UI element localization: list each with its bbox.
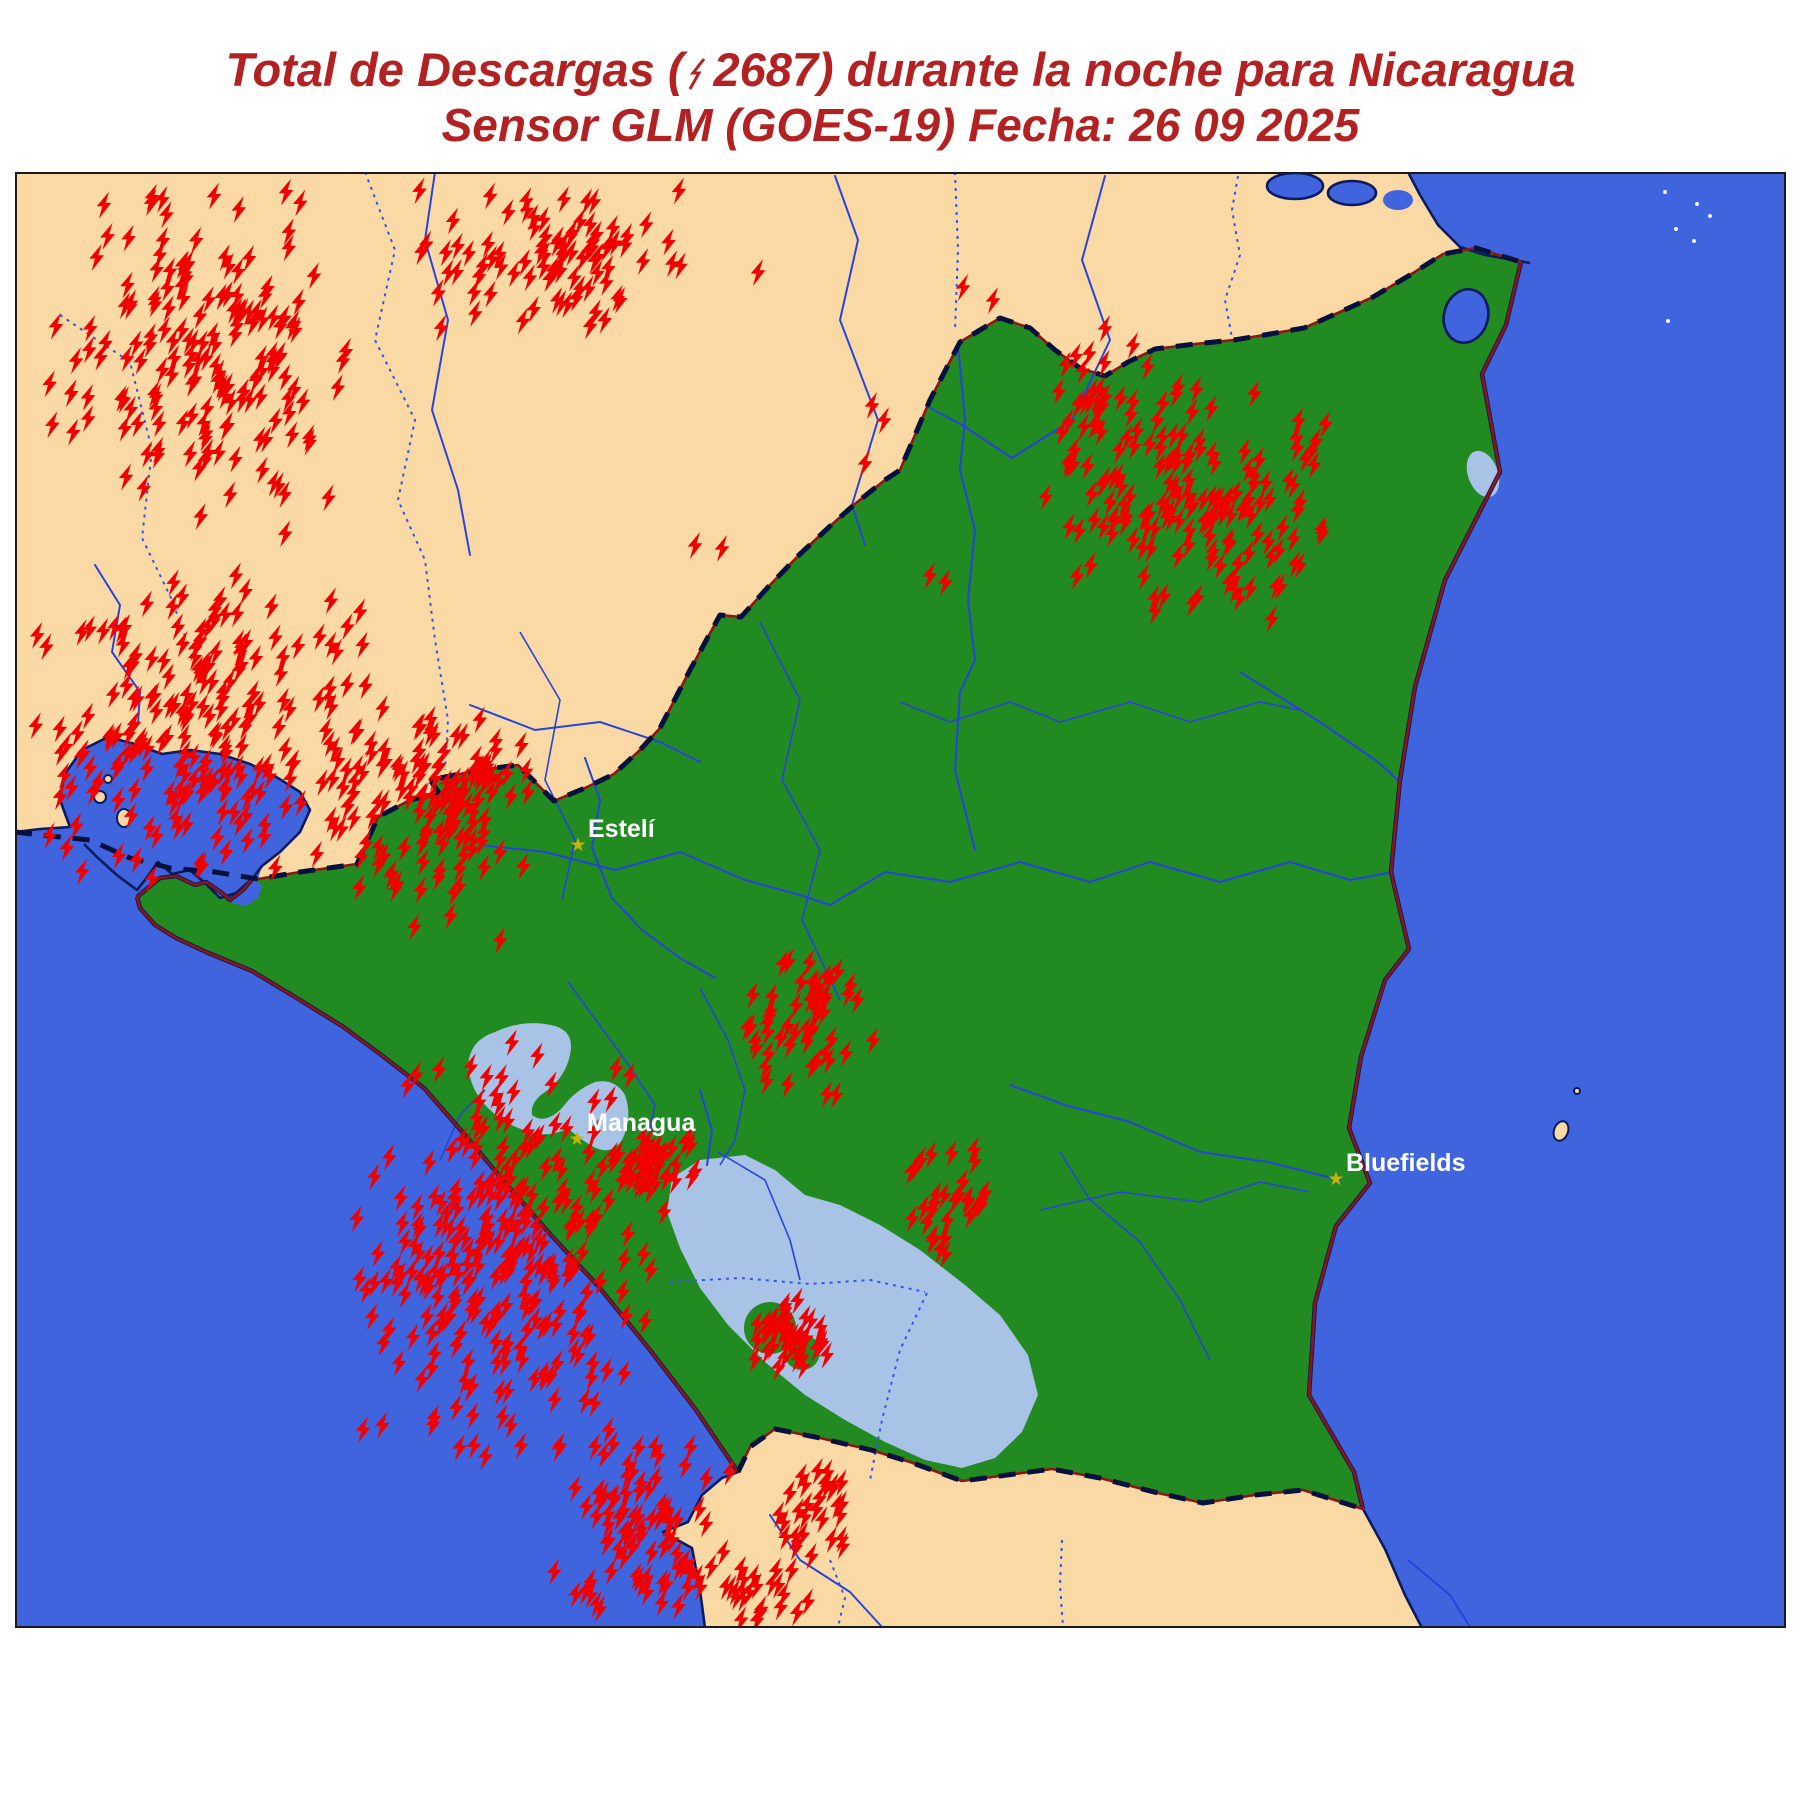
city-marker-bluefields: ★Bluefields [1327,1149,1465,1190]
city-marker-estelí: ★Estelí [569,815,655,856]
cape-bay [1443,289,1489,343]
city-label: Managua [587,1109,696,1137]
city-marker-managua: ★Managua [568,1109,696,1150]
border-nicaragua-honduras [15,245,1522,882]
lightning-bolt-icon [689,58,706,90]
admin-boundaries-layer [59,172,1241,1628]
lagoon-2 [1328,181,1376,205]
corn-islands [1552,1087,1581,1142]
title-line-2: Sensor GLM (GOES-19) Fecha: 26 09 2025 [441,99,1360,152]
lagoon-3 [1383,190,1413,210]
title-text-pre: Total de Descargas ( [225,43,684,96]
map-frame [15,172,1786,1628]
city-star-icon: ★ [568,1128,585,1150]
map-title: Total de Descargas ( 2687) durante la noc… [15,42,1786,154]
title-text-post: ) durante la noche para Nicaragua [818,43,1576,96]
caribbean-cays [1663,190,1712,323]
city-label: Estelí [588,815,656,843]
city-star-icon: ★ [1327,1168,1344,1190]
title-line-1: Total de Descargas ( 2687) durante la noc… [15,42,1786,98]
department-boundaries-layer [439,621,1311,1361]
costa-rica-landmass [663,1429,1422,1628]
city-label: Bluefields [1346,1149,1465,1177]
lake-nicaragua [667,1155,1038,1468]
caratasca-lagoon [1267,173,1323,199]
title-discharge-count: 2687 [713,43,819,96]
nicaragua-lightning-map: ★Estelí★Managua★Bluefields [15,172,1786,1628]
city-labels-layer: ★Estelí★Managua★Bluefields [568,815,1465,1190]
border-nicaragua-costa-rica [735,1426,1364,1512]
city-star-icon: ★ [569,834,586,856]
